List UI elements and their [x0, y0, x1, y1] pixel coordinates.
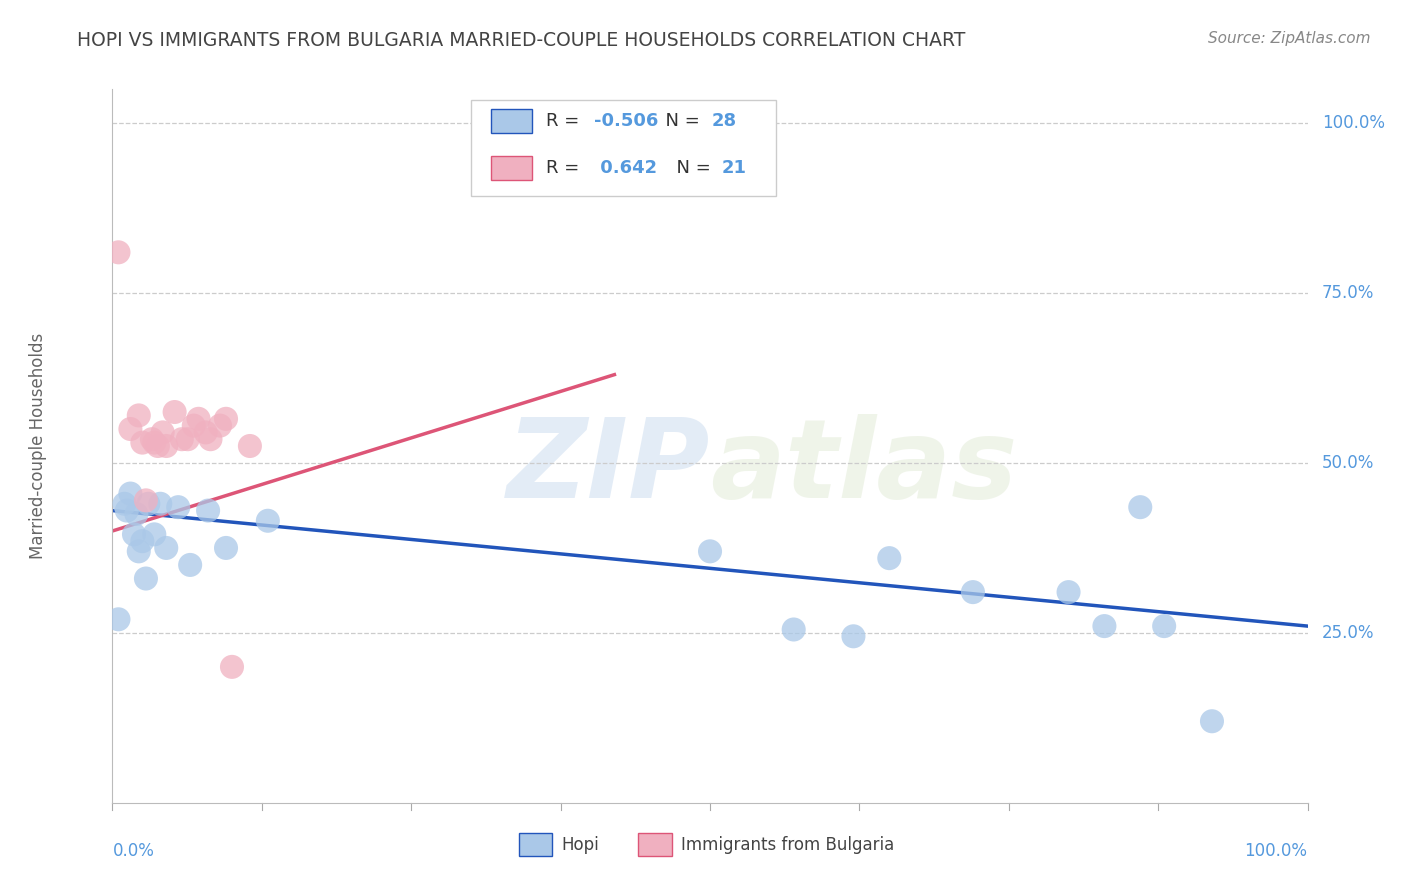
Point	[143, 435, 166, 450]
Point	[962, 585, 984, 599]
Point	[215, 412, 238, 426]
Text: 21: 21	[723, 159, 747, 177]
Point	[135, 572, 157, 586]
Text: 50.0%: 50.0%	[1322, 454, 1374, 472]
Bar	[519, 833, 553, 856]
Point	[257, 514, 280, 528]
Point	[877, 551, 900, 566]
Text: Hopi: Hopi	[562, 836, 599, 854]
Point	[131, 534, 153, 549]
Text: 25.0%: 25.0%	[1322, 624, 1375, 642]
Bar	[491, 155, 531, 180]
Point	[239, 439, 262, 453]
Point	[146, 439, 169, 453]
Point	[200, 432, 222, 446]
Point	[208, 418, 231, 433]
Text: N =: N =	[665, 159, 716, 177]
Point	[122, 527, 145, 541]
Point	[167, 500, 190, 515]
Point	[197, 503, 219, 517]
Point	[177, 432, 200, 446]
Point	[1057, 585, 1080, 599]
Text: Immigrants from Bulgaria: Immigrants from Bulgaria	[682, 836, 894, 854]
Point	[179, 558, 201, 572]
Text: 28: 28	[711, 112, 737, 130]
Point	[125, 507, 148, 521]
Bar	[638, 833, 672, 856]
FancyBboxPatch shape	[471, 100, 776, 196]
Point	[138, 497, 160, 511]
Text: -0.506: -0.506	[595, 112, 658, 130]
Text: Married-couple Households: Married-couple Households	[30, 333, 48, 559]
Point	[1092, 619, 1115, 633]
Point	[149, 497, 172, 511]
Point	[128, 409, 150, 423]
Text: R =: R =	[547, 159, 585, 177]
Point	[163, 405, 186, 419]
Point	[170, 432, 193, 446]
Point	[187, 412, 209, 426]
Point	[215, 541, 238, 555]
Text: HOPI VS IMMIGRANTS FROM BULGARIA MARRIED-COUPLE HOUSEHOLDS CORRELATION CHART: HOPI VS IMMIGRANTS FROM BULGARIA MARRIED…	[77, 31, 966, 50]
Point	[183, 418, 205, 433]
Text: atlas: atlas	[710, 414, 1018, 521]
Text: 75.0%: 75.0%	[1322, 284, 1374, 302]
Point	[131, 435, 153, 450]
Bar	[491, 109, 531, 134]
Point	[107, 245, 129, 260]
Text: N =: N =	[654, 112, 706, 130]
Point	[152, 425, 174, 440]
Point	[128, 544, 150, 558]
Point	[1129, 500, 1152, 515]
Point	[782, 623, 804, 637]
Point	[155, 541, 177, 555]
Point	[842, 629, 865, 643]
Point	[120, 486, 142, 500]
Text: ZIP: ZIP	[506, 414, 710, 521]
Point	[221, 660, 243, 674]
Point	[115, 503, 138, 517]
Point	[135, 493, 157, 508]
Text: 0.0%: 0.0%	[112, 842, 155, 860]
Point	[143, 527, 166, 541]
Point	[1201, 714, 1223, 729]
Point	[114, 497, 135, 511]
Point	[155, 439, 177, 453]
Point	[194, 425, 217, 440]
Text: Source: ZipAtlas.com: Source: ZipAtlas.com	[1208, 31, 1371, 46]
Point	[107, 612, 129, 626]
Text: R =: R =	[547, 112, 585, 130]
Text: 100.0%: 100.0%	[1244, 842, 1308, 860]
Point	[699, 544, 721, 558]
Point	[141, 432, 163, 446]
Point	[1153, 619, 1175, 633]
Point	[120, 422, 142, 436]
Text: 100.0%: 100.0%	[1322, 114, 1385, 132]
Text: 0.642: 0.642	[595, 159, 657, 177]
